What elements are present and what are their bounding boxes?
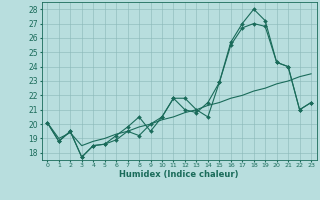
X-axis label: Humidex (Indice chaleur): Humidex (Indice chaleur) xyxy=(119,170,239,179)
